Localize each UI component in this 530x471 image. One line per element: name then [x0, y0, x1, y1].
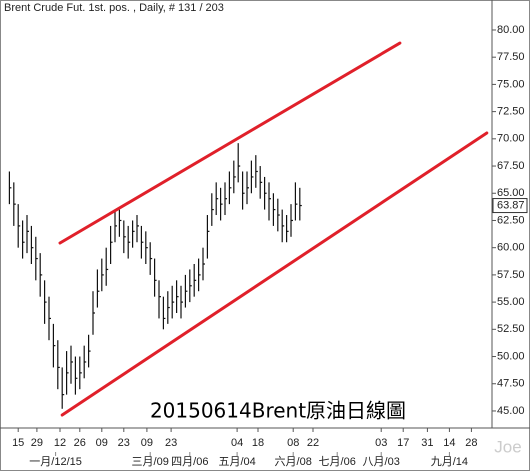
x-tick-label: 15	[12, 437, 24, 449]
y-tick-label: 47.50	[497, 378, 525, 390]
x-tick-label: 08	[287, 437, 299, 449]
y-tick-label: 50.00	[497, 350, 525, 362]
y-tick-label: 45.00	[497, 405, 525, 417]
y-tick-label: 62.50	[497, 214, 525, 226]
x-tick-label: 31	[421, 437, 433, 449]
x-tick-secondary-label: 八月/03	[363, 456, 400, 468]
x-tick-secondary-label: 四月/06	[171, 456, 208, 468]
watermark: Joe	[494, 437, 521, 456]
y-tick-label: 67.50	[497, 160, 525, 172]
x-tick-label: 12	[54, 437, 66, 449]
y-tick-label: 52.50	[497, 323, 525, 335]
last-price-box	[492, 198, 528, 214]
chart-title: Brent Crude Fut. 1st. pos. , Daily, # 13…	[4, 2, 224, 14]
x-tick-label: 23	[165, 437, 177, 449]
x-tick-label: 26	[74, 437, 86, 449]
y-tick-label: 57.50	[497, 269, 525, 281]
x-tick-label: 04	[231, 437, 243, 449]
y-tick-label: 77.50	[497, 51, 525, 63]
x-tick-label: 28	[465, 437, 477, 449]
x-tick-secondary-label: 九月/14	[431, 455, 468, 468]
annotation: 20150614Brent原油日線圖	[150, 399, 406, 423]
y-tick-label: 60.00	[497, 242, 525, 254]
x-tick-label: 17	[397, 437, 409, 449]
x-tick-label: 03	[375, 437, 387, 449]
trendline	[58, 41, 402, 245]
trendline	[60, 131, 489, 417]
y-tick-label: 65.00	[497, 187, 525, 199]
x-tick-secondary-label: 七月/06	[319, 455, 356, 468]
x-tick-label: 23	[118, 437, 130, 449]
y-tick-label: 55.00	[497, 296, 525, 308]
x-tick-label: 18	[252, 437, 264, 449]
last-price-label: 63.87	[497, 199, 525, 211]
x-tick-secondary-label: 一月/12/15	[29, 456, 82, 468]
y-tick-label: 80.00	[497, 24, 525, 36]
x-tick-label: 14	[443, 437, 455, 449]
x-tick-label: 09	[96, 437, 108, 449]
x-tick-label: 22	[307, 437, 319, 449]
y-tick-label: 75.00	[497, 78, 525, 90]
x-tick-label: 09	[141, 437, 153, 449]
x-tick-secondary-label: 五月/04	[218, 456, 255, 468]
x-tick-label: 29	[31, 437, 43, 449]
x-tick-secondary-label: 三月/09	[132, 456, 169, 468]
y-tick-label: 72.50	[497, 106, 525, 118]
y-tick-label: 70.00	[497, 133, 525, 145]
x-tick-secondary-label: 六月/08	[275, 455, 312, 468]
